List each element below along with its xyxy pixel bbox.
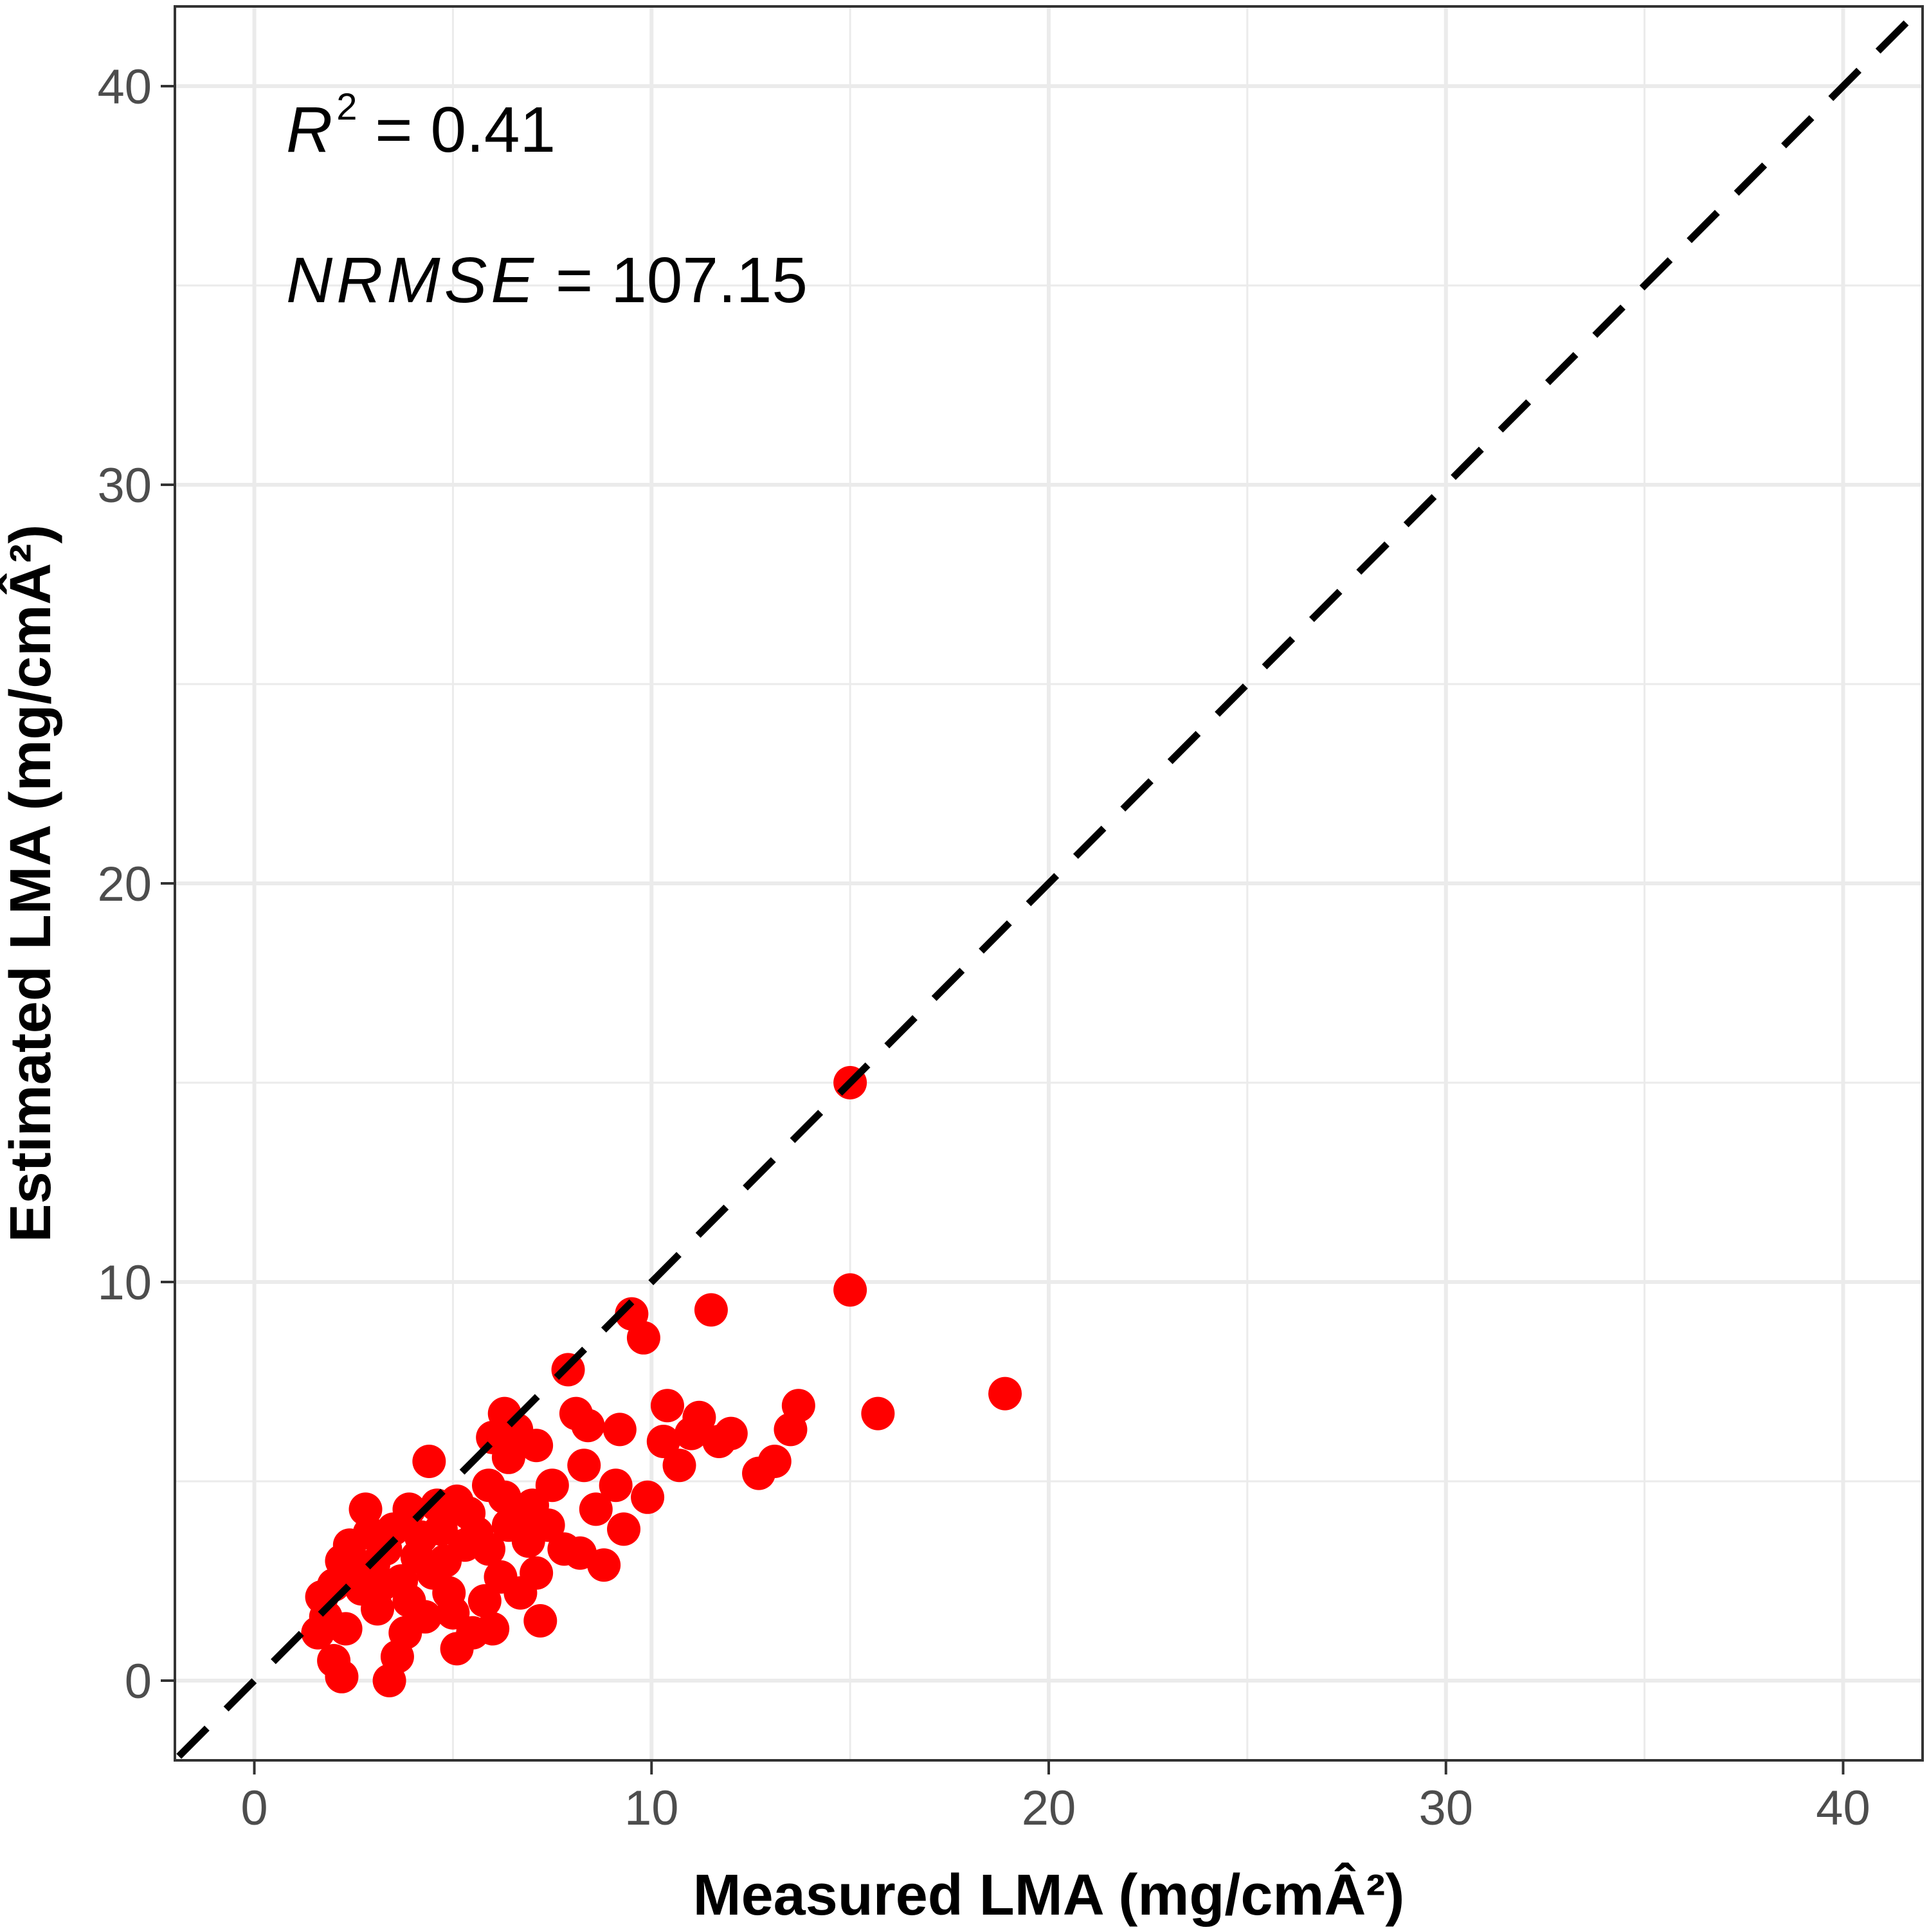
data-point — [424, 1512, 458, 1546]
data-point — [579, 1492, 613, 1526]
data-point — [349, 1492, 383, 1526]
x-tick-label: 20 — [1022, 1781, 1076, 1836]
data-point — [329, 1612, 363, 1646]
data-point — [392, 1584, 426, 1618]
data-point — [484, 1560, 518, 1594]
y-tick-label: 10 — [97, 1256, 152, 1310]
data-point — [388, 1616, 422, 1650]
data-point — [571, 1409, 605, 1443]
y-tick-label: 40 — [97, 60, 152, 114]
data-point — [523, 1604, 557, 1638]
data-point — [472, 1468, 506, 1503]
x-tick-label: 40 — [1816, 1781, 1870, 1836]
data-point — [833, 1273, 867, 1307]
data-point — [650, 1389, 684, 1423]
data-point — [607, 1512, 641, 1546]
data-point — [460, 1516, 494, 1550]
r2-value: = 0.41 — [357, 94, 556, 166]
x-axis-title: Measured LMA (mg/cmÂ²) — [693, 1862, 1405, 1927]
data-point — [662, 1449, 696, 1483]
data-point — [301, 1616, 335, 1650]
r2-symbol: R — [286, 94, 336, 166]
y-axis-title: Estimated LMA (mg/cmÂ²) — [0, 525, 63, 1243]
data-point — [416, 1556, 450, 1590]
data-point — [626, 1321, 660, 1355]
nrmse-value: = 107.15 — [538, 244, 808, 316]
y-tick-label: 0 — [125, 1654, 152, 1709]
data-point — [412, 1445, 446, 1478]
nrmse-symbol: NRMSE — [286, 244, 538, 316]
data-point — [988, 1377, 1022, 1411]
data-point — [702, 1425, 736, 1458]
data-point — [774, 1413, 808, 1447]
data-point — [476, 1612, 510, 1646]
data-point — [503, 1500, 538, 1534]
identity-reference-line — [176, 8, 1921, 1759]
data-point — [365, 1568, 399, 1602]
data-point — [646, 1425, 680, 1458]
data-point — [325, 1659, 359, 1693]
data-point — [599, 1468, 633, 1503]
x-tick-label: 30 — [1418, 1781, 1473, 1836]
data-point — [436, 1596, 470, 1630]
data-point — [587, 1548, 621, 1582]
data-point — [631, 1480, 665, 1514]
x-tick-label: 10 — [624, 1781, 679, 1836]
data-point — [602, 1413, 637, 1447]
y-tick-label: 20 — [97, 857, 152, 912]
r2-superscript: 2 — [336, 86, 357, 128]
data-point — [567, 1449, 601, 1483]
data-point — [861, 1396, 895, 1431]
x-tick-label: 0 — [240, 1781, 267, 1836]
axis-ticks: 0 10 20 30 40 0 10 20 30 40 — [97, 60, 1870, 1836]
data-point — [547, 1532, 581, 1566]
data-point — [675, 1416, 709, 1450]
y-tick-label: 30 — [97, 458, 152, 513]
data-point — [467, 1584, 502, 1618]
data-point — [520, 1556, 554, 1590]
r2-annotation: R2 = 0.41 — [286, 86, 556, 166]
data-point — [491, 1440, 525, 1474]
data-point — [531, 1508, 565, 1542]
data-point — [742, 1456, 776, 1490]
data-point — [694, 1293, 728, 1327]
data-point — [520, 1429, 554, 1463]
nrmse-annotation: NRMSE = 107.15 — [286, 244, 808, 316]
